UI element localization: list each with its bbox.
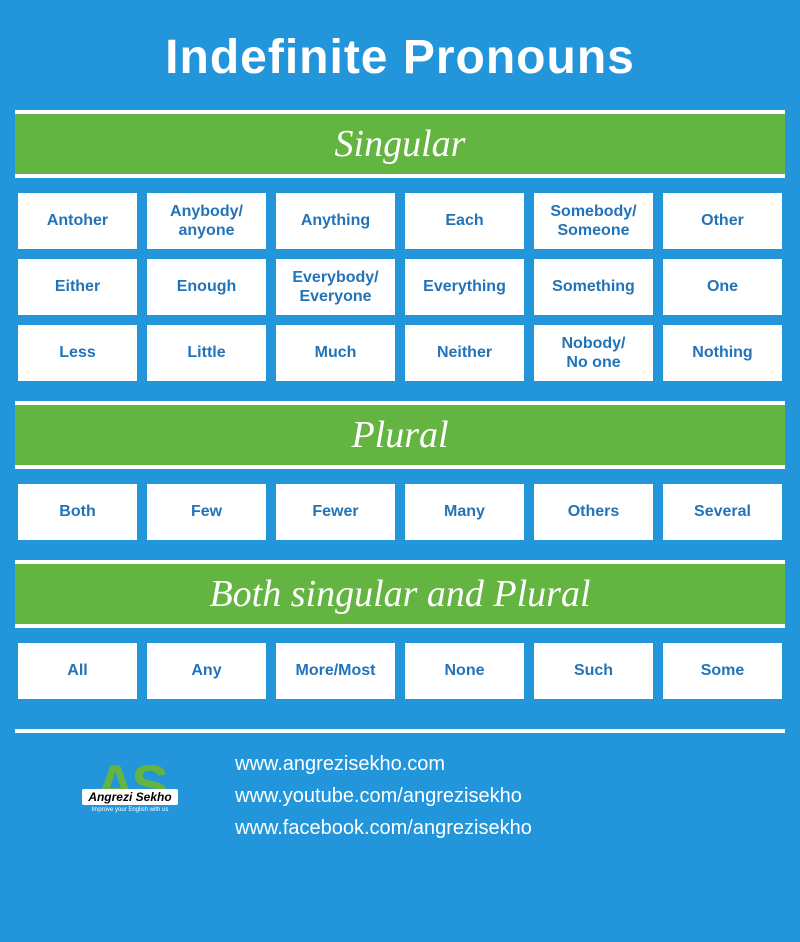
logo: AS Angrezi Sekho Improve your English wi… xyxy=(75,756,185,836)
pronoun-cell: Anybody/ anyone xyxy=(147,193,266,249)
grid-singular: AntoherAnybody/ anyoneAnythingEachSomebo… xyxy=(0,193,800,401)
pronoun-cell: Other xyxy=(663,193,782,249)
pronoun-cell: Everything xyxy=(405,259,524,315)
grid-plural: BothFewFewerManyOthersSeveral xyxy=(0,484,800,560)
pronoun-cell: Many xyxy=(405,484,524,540)
pronoun-cell: Nothing xyxy=(663,325,782,381)
pronoun-cell: Each xyxy=(405,193,524,249)
pronoun-cell: Nobody/ No one xyxy=(534,325,653,381)
grid-both: AllAnyMore/MostNoneSuchSome xyxy=(0,643,800,719)
pronoun-cell: Something xyxy=(534,259,653,315)
link-website: www.angrezisekho.com xyxy=(235,748,532,780)
pronoun-cell: All xyxy=(18,643,137,699)
pronoun-cell: Others xyxy=(534,484,653,540)
footer-links: www.angrezisekho.com www.youtube.com/ang… xyxy=(235,748,532,844)
pronoun-cell: One xyxy=(663,259,782,315)
logo-sublabel: Improve your English with us xyxy=(92,807,169,813)
page-title: Indefinite Pronouns xyxy=(0,0,800,110)
pronoun-cell: Either xyxy=(18,259,137,315)
pronoun-cell: Neither xyxy=(405,325,524,381)
link-facebook: www.facebook.com/angrezisekho xyxy=(235,812,532,844)
pronoun-cell: Some xyxy=(663,643,782,699)
pronoun-cell: Anything xyxy=(276,193,395,249)
pronoun-cell: Much xyxy=(276,325,395,381)
pronoun-cell: Somebody/ Someone xyxy=(534,193,653,249)
section-singular: Singular AntoherAnybody/ anyoneAnythingE… xyxy=(0,110,800,401)
pronoun-cell: None xyxy=(405,643,524,699)
section-both: Both singular and Plural AllAnyMore/Most… xyxy=(0,560,800,719)
pronoun-cell: Little xyxy=(147,325,266,381)
pronoun-cell: Such xyxy=(534,643,653,699)
pronoun-cell: More/Most xyxy=(276,643,395,699)
pronoun-cell: Few xyxy=(147,484,266,540)
pronoun-cell: Everybody/ Everyone xyxy=(276,259,395,315)
pronoun-cell: Less xyxy=(18,325,137,381)
link-youtube: www.youtube.com/angrezisekho xyxy=(235,780,532,812)
logo-label: Angrezi Sekho xyxy=(82,789,177,805)
footer: AS Angrezi Sekho Improve your English wi… xyxy=(15,729,785,864)
pronoun-cell: Enough xyxy=(147,259,266,315)
section-plural: Plural BothFewFewerManyOthersSeveral xyxy=(0,401,800,560)
section-header-singular: Singular xyxy=(15,110,785,178)
section-header-plural: Plural xyxy=(15,401,785,469)
pronoun-cell: Antoher xyxy=(18,193,137,249)
pronoun-cell: Both xyxy=(18,484,137,540)
pronoun-cell: Fewer xyxy=(276,484,395,540)
pronoun-cell: Several xyxy=(663,484,782,540)
pronoun-cell: Any xyxy=(147,643,266,699)
section-header-both: Both singular and Plural xyxy=(15,560,785,628)
